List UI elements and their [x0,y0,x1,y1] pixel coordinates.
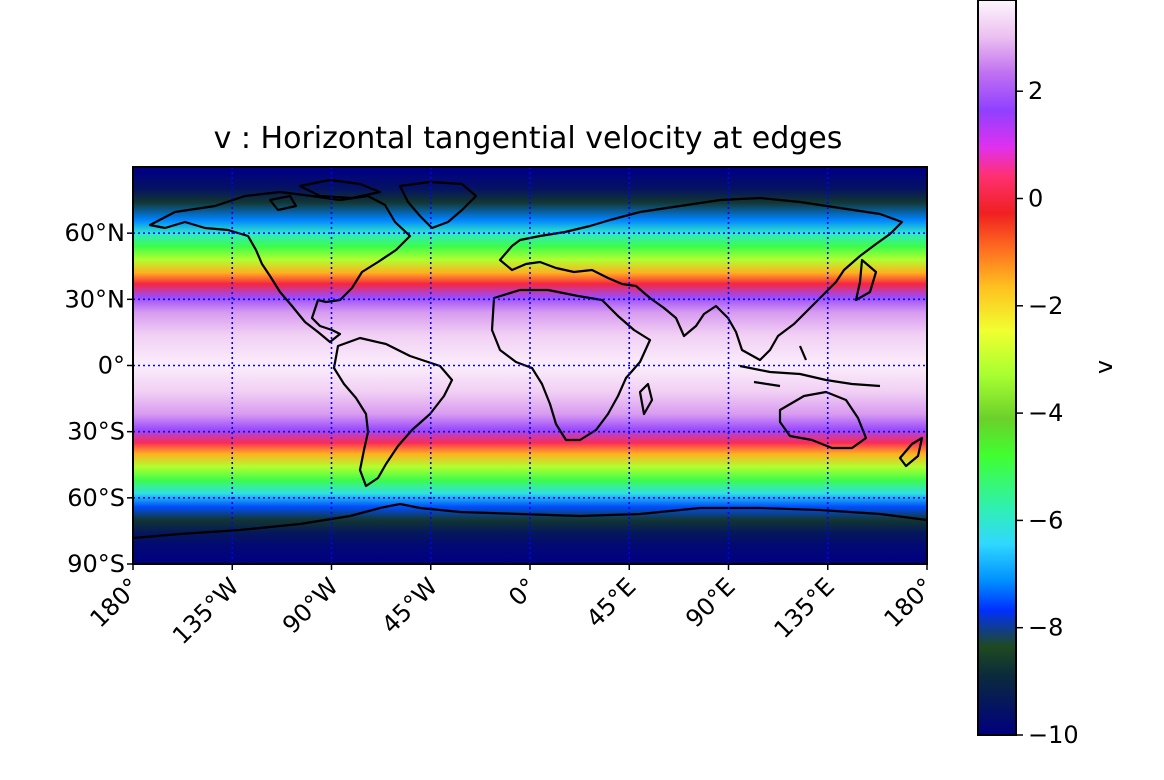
colorbar: 2 0 −2 −4 −6 −8 −10 v [977,0,1118,749]
lat-tick-label: 0° [98,352,125,380]
lon-tick-label: 45°E [581,572,642,633]
coastline-antarctica [133,502,927,540]
coastline-maritime-asia [739,345,881,388]
lat-tick-label: 90°S [67,550,125,578]
coastlines [133,178,927,540]
colorbar-label: v [1090,360,1118,374]
colorbar-gradient [978,0,1016,735]
colorbar-ticks: 2 0 −2 −4 −6 −8 −10 [1016,77,1079,749]
coastline-australia [778,390,868,450]
lon-tick-label: 135°E [769,572,840,643]
coastline-madagascar [638,382,654,416]
lon-tick-label: 90°W [277,572,344,639]
colorbar-tick-label: −6 [1028,506,1063,534]
lat-tick-label: 60°N [65,219,126,247]
lon-tick-label: 90°E [680,572,741,633]
colorbar-tick-label: 0 [1028,185,1043,213]
latitude-axis: 60°N 30°N 0° 30°S 60°S 90°S [65,219,133,578]
colorbar-tick-label: 2 [1028,77,1043,105]
lat-tick-label: 30°S [67,418,125,446]
lat-tick-label: 30°N [65,285,126,313]
lon-tick-label: 180° [879,572,940,633]
colorbar-tick-label: −8 [1028,614,1063,642]
colorbar-tick-label: −4 [1028,399,1063,427]
lon-tick-label: 135°W [167,572,244,649]
coastline-south-america [332,336,454,488]
coastline-new-zealand [898,436,924,468]
longitude-axis: 180° 135°W 90°W 45°W 0° 45°E 90°E 135°E 180° [85,564,940,650]
coastline-north-america [148,190,412,344]
colorbar-frame [977,0,1017,736]
graticule [133,167,927,564]
lat-tick-label: 60°S [67,484,125,512]
coastline-japan [854,258,878,302]
coastline-greenland [398,180,478,230]
map-panel [132,166,928,565]
colorbar-tick-label: −2 [1028,292,1063,320]
map-title: v : Horizontal tangential velocity at ed… [214,121,843,156]
colorbar-tick-label: −10 [1028,721,1079,749]
coastline-arctic-islands [268,178,382,212]
coastline-eurasia [498,196,904,362]
lon-tick-label: 180° [85,572,146,633]
lon-tick-label: 0° [503,572,542,611]
lon-tick-label: 45°W [376,572,443,639]
